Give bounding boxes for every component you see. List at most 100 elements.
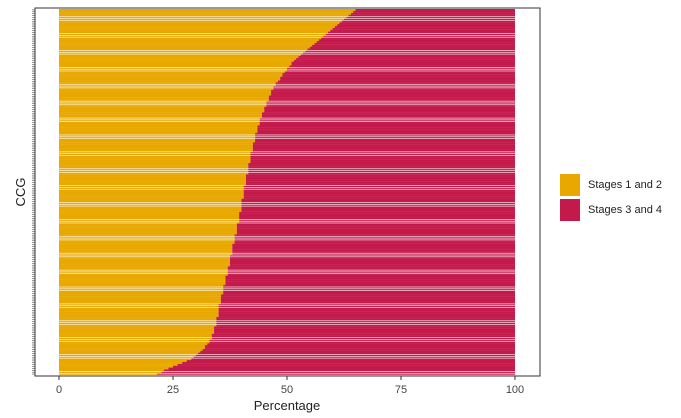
bar-stages-1-2 [59,224,237,227]
bar-stages-3-4 [275,82,515,85]
bar-stages-1-2 [59,138,256,141]
bar-stages-1-2 [59,117,260,120]
bar-stages-1-2 [59,174,246,177]
bar-stages-1-2 [59,29,331,32]
bar-stages-3-4 [200,350,516,353]
bar-stages-3-4 [236,224,515,227]
bar-stages-1-2 [59,31,329,34]
bar-stages-1-2 [59,309,219,312]
bar-stages-3-4 [250,151,515,154]
bar-stages-1-2 [59,335,212,338]
bar-stages-1-2 [59,50,306,53]
bar-stages-1-2 [59,316,217,319]
bar-stages-3-4 [230,254,515,257]
bar-stages-1-2 [59,114,262,117]
bar-separator [59,222,515,224]
bar-stages-3-4 [234,236,515,239]
bar-stages-1-2 [59,155,251,158]
bar-stages-1-2 [59,76,281,79]
bar-stages-1-2 [59,179,246,182]
bar-separator [59,322,515,323]
bar-stages-1-2 [59,241,235,244]
bar-stages-1-2 [59,191,244,194]
bar-stages-1-2 [59,348,203,351]
bar-stages-1-2 [59,80,278,83]
bar-stages-1-2 [59,187,244,190]
bar-stages-1-2 [59,185,244,188]
bar-stages-3-4 [328,31,515,34]
bar-stages-1-2 [59,239,235,242]
bar-stages-3-4 [216,324,515,327]
bar-stages-1-2 [59,125,258,128]
bar-separator [59,33,515,34]
bar-stages-1-2 [59,307,219,310]
bar-stages-1-2 [59,215,240,218]
bar-stages-1-2 [59,329,215,332]
x-tick-label: 50 [281,384,293,396]
bar-stages-1-2 [59,373,158,376]
bar-stages-3-4 [211,337,515,340]
bar-stages-1-2 [59,196,244,199]
bar-stages-3-4 [261,114,515,117]
bar-stages-1-2 [59,78,281,81]
bar-stages-1-2 [59,181,246,184]
bar-stages-3-4 [218,309,515,312]
bar-stages-1-2 [59,213,240,216]
bar-separator [59,320,515,322]
bar-stages-1-2 [59,268,228,271]
bar-stages-3-4 [318,39,515,42]
bar-stages-1-2 [59,93,272,96]
bar-stages-3-4 [248,172,516,175]
bar-stages-1-2 [59,87,274,90]
bar-stages-3-4 [350,12,515,15]
bar-stages-1-2 [59,112,262,115]
bar-stages-1-2 [59,14,349,17]
bar-stages-1-2 [59,303,219,306]
bar-stages-3-4 [236,228,515,231]
bar-stages-3-4 [230,256,515,259]
bar-stages-3-4 [280,78,515,81]
bar-stages-3-4 [293,59,515,62]
bar-stages-1-2 [59,157,251,160]
bar-stages-3-4 [255,138,515,141]
bar-separator [59,288,515,290]
bar-stages-3-4 [298,55,515,58]
bar-stages-3-4 [241,200,515,203]
bar-stages-1-2 [59,40,317,43]
bar-separator [59,36,515,38]
bar-stages-3-4 [236,222,515,225]
bar-stages-3-4 [257,125,515,128]
bar-stages-3-4 [330,29,515,32]
bar-stages-1-2 [59,131,258,134]
bar-separator [59,187,515,188]
bar-stages-1-2 [59,217,240,220]
bar-stages-1-2 [59,33,326,36]
bar-stages-3-4 [239,219,515,222]
bar-stages-3-4 [209,339,516,342]
bar-stages-3-4 [255,136,515,139]
bar-stages-3-4 [236,226,515,229]
bar-separator [59,286,515,288]
bar-stages-3-4 [232,251,515,254]
bar-stages-3-4 [223,288,515,291]
bar-separator [59,254,515,256]
bar-stages-3-4 [255,140,515,143]
bar-stages-1-2 [59,350,201,353]
bar-stages-3-4 [161,371,515,374]
bar-stages-1-2 [59,339,210,342]
bar-stages-1-2 [59,249,233,252]
bar-stages-3-4 [243,194,515,197]
bar-separator [59,104,515,106]
bar-stages-1-2 [59,63,292,66]
bar-stages-3-4 [259,121,515,124]
bar-stages-3-4 [268,95,515,98]
bar-stages-1-2 [59,314,219,317]
bar-stages-1-2 [59,149,253,152]
bar-separator [59,269,515,271]
bar-stages-3-4 [245,181,515,184]
bar-separator [59,119,515,121]
bar-stages-1-2 [59,219,240,222]
x-axis-title: Percentage [254,398,321,413]
x-axis: 0 25 50 75 100 [56,376,524,396]
bar-stages-3-4 [204,346,516,349]
